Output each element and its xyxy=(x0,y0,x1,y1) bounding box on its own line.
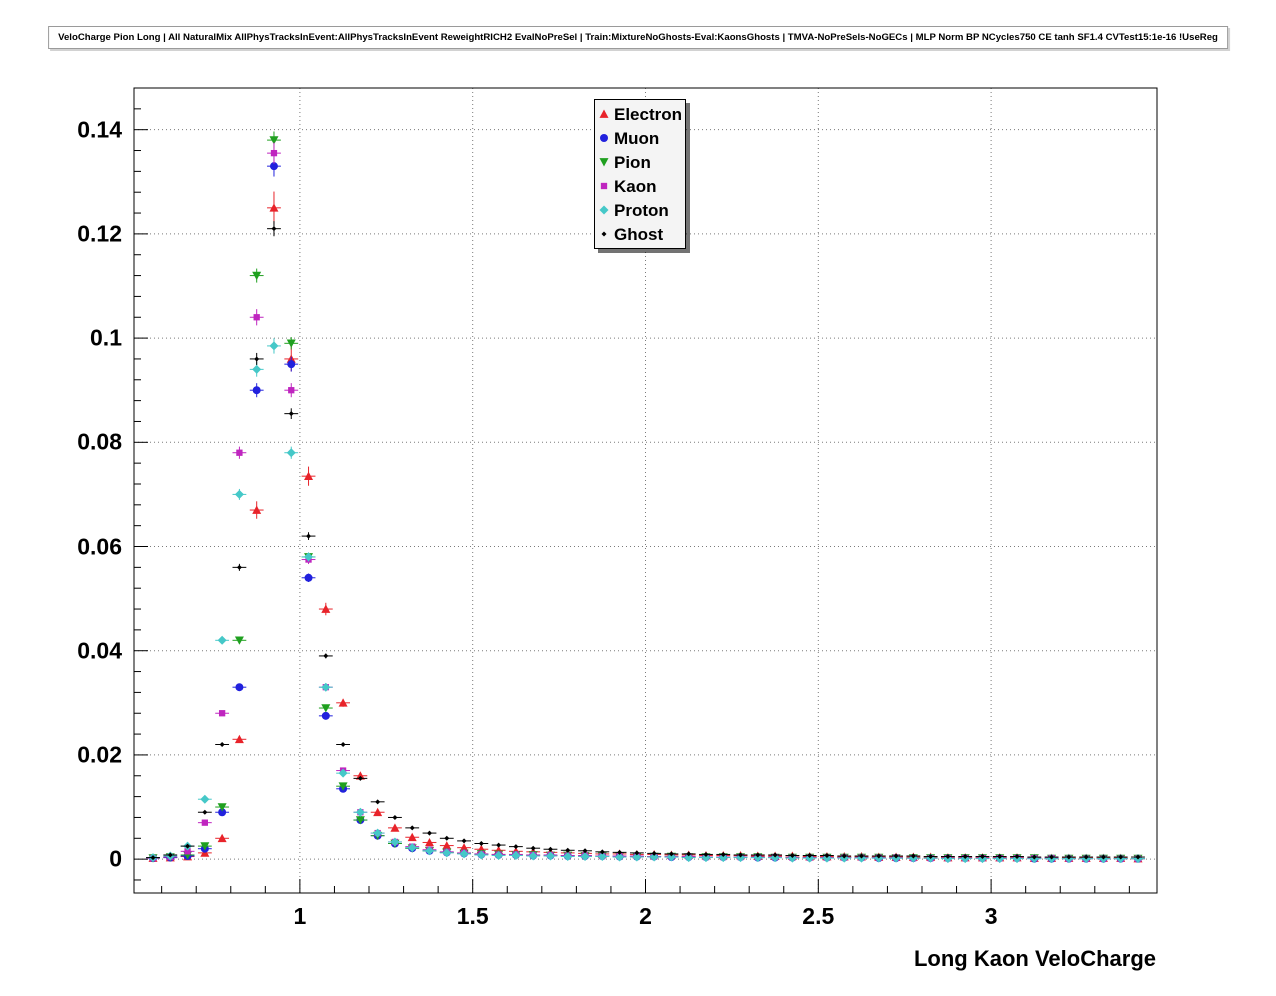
x-tick-label: 1.5 xyxy=(456,903,489,929)
legend-label: Pion xyxy=(614,152,651,172)
legend-label: Kaon xyxy=(614,176,657,196)
y-tick-label: 0.1 xyxy=(90,324,122,351)
legend-entry-muon: Muon xyxy=(597,126,685,150)
y-tick-label: 0 xyxy=(109,845,122,872)
y-tick-label: 0.12 xyxy=(77,220,122,247)
y-tick-label: 0.06 xyxy=(77,533,122,559)
legend-label: Ghost xyxy=(614,224,664,244)
legend-label: Proton xyxy=(614,200,669,220)
y-tick-label: 0.14 xyxy=(77,116,122,143)
x-tick-label: 2.5 xyxy=(802,903,835,929)
muon-marker-icon xyxy=(600,134,608,142)
proton-marker-icon xyxy=(599,205,609,215)
ghost-marker-icon xyxy=(601,231,607,237)
legend-label: Electron xyxy=(614,104,683,124)
legend-entry-kaon: Kaon xyxy=(597,174,685,198)
kaon-marker-icon xyxy=(600,182,608,190)
x-tick-label: 3 xyxy=(984,903,998,929)
y-tick-label: 0.08 xyxy=(77,428,122,455)
electron-marker-icon xyxy=(599,109,609,118)
legend-entry-ghost: Ghost xyxy=(597,222,685,246)
x-axis-title: Long Kaon VeloCharge xyxy=(913,946,1156,971)
plot-title: VeloCharge Pion Long | All NaturalMix Al… xyxy=(48,26,1228,49)
y-tick-label: 0.02 xyxy=(77,741,122,768)
x-tick-label: 1 xyxy=(293,903,307,929)
legend-entry-proton: Proton xyxy=(597,198,685,222)
y-tick-label: 0.04 xyxy=(77,637,122,664)
legend-entry-electron: Electron xyxy=(597,102,685,126)
legend-label: Muon xyxy=(614,128,660,148)
x-tick-label: 2 xyxy=(639,903,652,929)
legend-entry-pion: Pion xyxy=(597,150,685,174)
legend: Electron Muon Pion Kaon Proton Ghost xyxy=(594,99,686,249)
pion-marker-icon xyxy=(599,158,609,167)
